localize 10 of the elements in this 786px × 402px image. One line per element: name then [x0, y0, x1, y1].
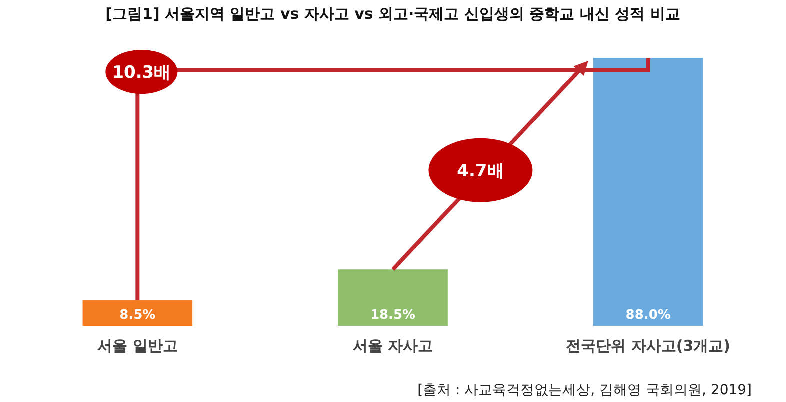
data-label: 18.5%	[370, 308, 416, 323]
x-tick-label: 전국단위 자사고(3개교)	[566, 336, 731, 355]
chart-title: [그림1] 서울지역 일반고 vs 자사고 vs 외고·국제고 신입생의 중학교 내신 성적 비교	[106, 4, 680, 23]
data-label: 8.5%	[120, 308, 156, 323]
x-tick-label: 서울 일반고	[98, 336, 178, 355]
data-label: 88.0%	[626, 308, 671, 323]
text: [출처 : 사교육걱정없는세상, 김해영 국회의원, 2019]	[418, 382, 752, 399]
annotation: 10.3배	[112, 63, 172, 83]
x-tick-label: 서울 자사고	[352, 336, 434, 355]
annotation: 4.7배	[457, 161, 504, 182]
